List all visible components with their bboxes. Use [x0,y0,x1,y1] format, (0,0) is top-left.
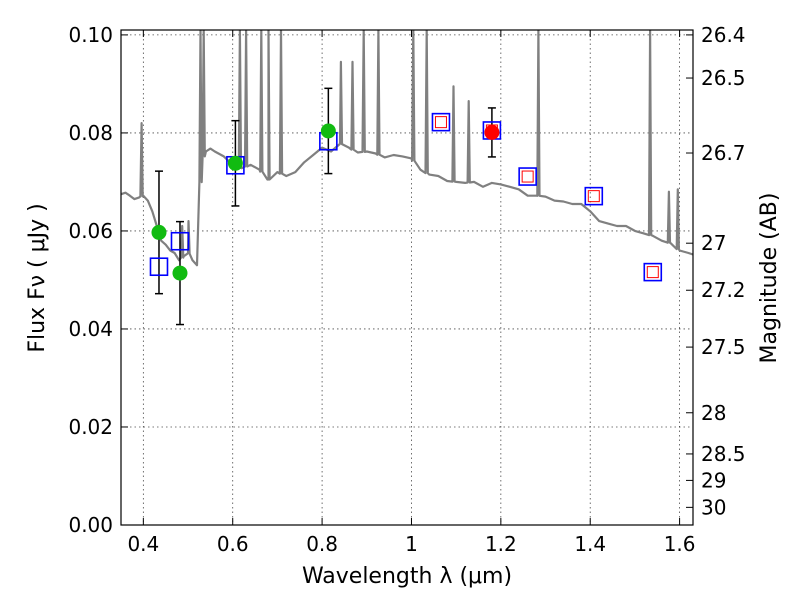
error-bars [154,87,496,326]
model-bandpass-square [584,186,604,206]
x-axis-ticks: 0.4 0.6 0.8 1 1.2 1.4 1.6 [127,30,696,556]
grid-lines [121,30,693,525]
x-tick-label: 0.8 [306,532,338,556]
magnitude-tick-label: 28 [701,401,726,425]
observed-point [320,123,336,139]
y-tick-label: 0.02 [68,415,113,439]
model-inner-square [521,170,534,183]
model-inner-square [434,116,447,129]
y-tick-label: 0.06 [68,219,113,243]
model-bandpass-square [431,112,451,132]
y-axis-ticks: 0.00 0.02 0.04 0.06 0.08 0.10 [68,23,128,537]
model-inner-square [646,266,659,279]
x-tick-label: 1 [405,532,418,556]
magnitude-tick-label: 27.2 [701,278,746,302]
observed-point [227,155,243,171]
y-axis-label: Flux Fν ( μJy ) [25,203,50,352]
model-bandpass-square [643,262,663,282]
y-tick-label: 0.00 [68,513,113,537]
x-tick-label: 1.4 [574,532,606,556]
magnitude-tick-label: 28.5 [701,442,746,466]
observed-point [172,265,188,281]
y-tick-label: 0.04 [68,317,113,341]
x-tick-label: 0.6 [217,532,249,556]
magnitude-tick-label: 29 [701,468,726,492]
magnitude-axis-ticks: 26.4 26.5 26.7 27 27.2 27.5 28 28.529 30 [686,23,746,519]
x-tick-label: 1.2 [485,532,517,556]
model-bandpass-square [149,257,169,277]
magnitude-tick-label: 27.5 [701,335,746,359]
observed-point [151,224,167,240]
x-tick-label: 1.6 [664,532,696,556]
sed-spectrum-line [121,30,693,267]
data-markers [149,112,663,282]
model-inner-square [587,190,600,203]
y-tick-label: 0.10 [68,23,113,47]
magnitude-tick-label: 27 [701,231,726,255]
model-bandpass-square [518,167,537,186]
plot-frame [120,29,694,526]
x-tick-label: 0.4 [127,532,159,556]
model-bandpass-square [170,231,190,251]
sed-spectrum [121,30,693,267]
magnitude-tick-label: 26.5 [701,66,746,90]
magnitude-tick-label: 26.7 [701,141,746,165]
magnitude-tick-label: 26.4 [701,23,746,47]
observed-ir-point [484,124,500,140]
right-axis-label: Magnitude (AB) [757,193,782,364]
x-axis-label: Wavelength λ (μm) [302,564,512,589]
y-tick-label: 0.08 [68,121,113,145]
magnitude-tick-label: 30 [701,495,726,519]
